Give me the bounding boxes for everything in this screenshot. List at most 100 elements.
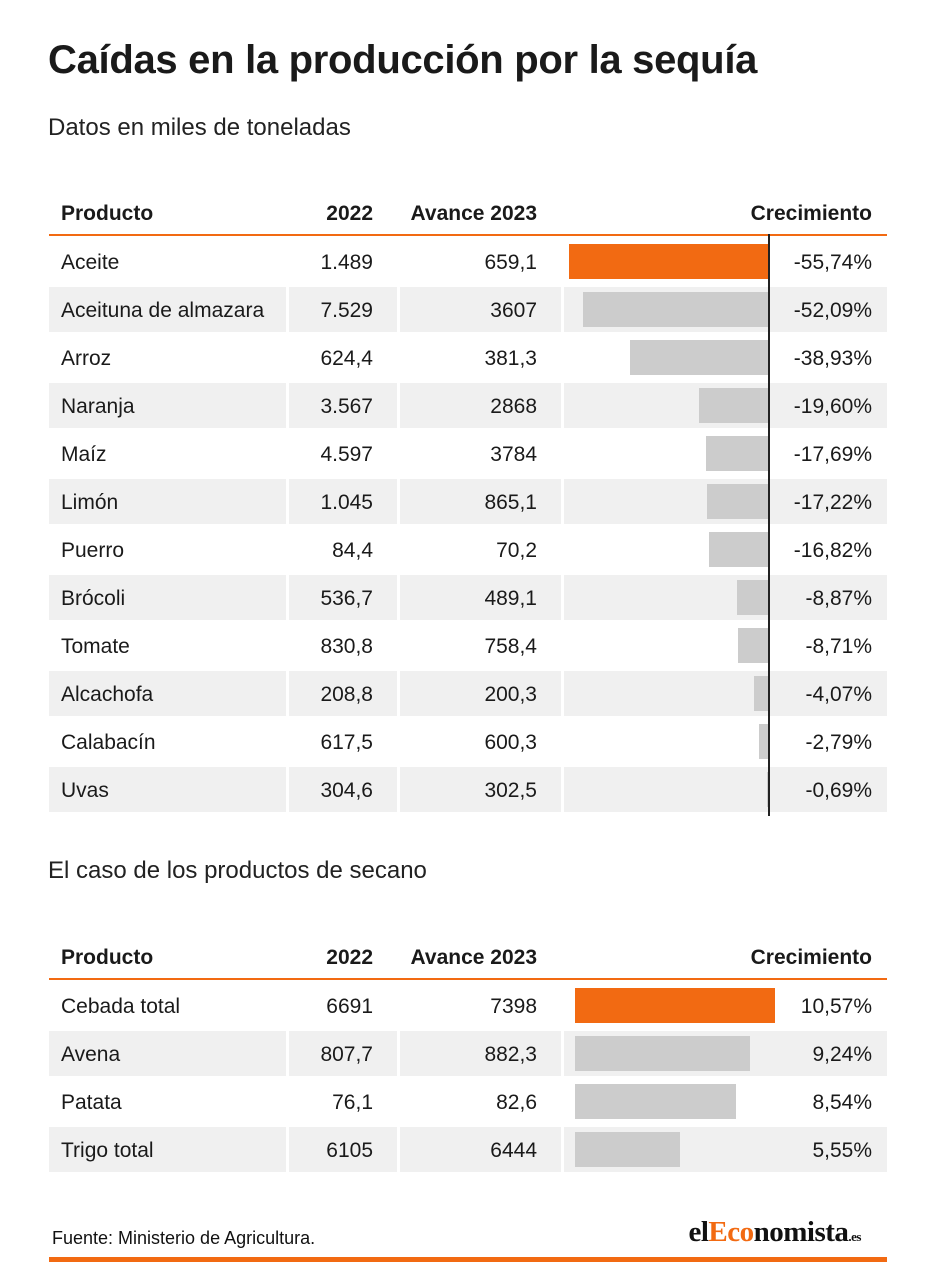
value-2023-cell: 489,1 <box>400 575 561 620</box>
value-2023-cell: 200,3 <box>400 671 561 716</box>
product-text: Alcachofa <box>61 683 154 706</box>
value-2022-text: 624,4 <box>320 347 373 370</box>
value-2023-text: 758,4 <box>484 635 537 658</box>
value-2023-cell: 659,1 <box>400 239 561 284</box>
growth-cell: 10,57% <box>564 983 887 1028</box>
product-text: Arroz <box>61 347 112 370</box>
growth-cell: -52,09% <box>564 287 887 332</box>
header-growth: Crecimiento <box>750 946 872 969</box>
value-2023-cell: 3784 <box>400 431 561 476</box>
growth-cell: -38,93% <box>564 335 887 380</box>
value-2023-text: 70,2 <box>496 539 537 562</box>
value-2023-text: 882,3 <box>484 1043 537 1066</box>
growth-bar <box>575 1084 737 1119</box>
table-row: Tomate 830,8 758,4 -8,71% <box>49 623 887 668</box>
growth-text: -8,87% <box>805 587 872 610</box>
table-row: Arroz 624,4 381,3 -38,93% <box>49 335 887 380</box>
growth-cell: -8,87% <box>564 575 887 620</box>
growth-cell: 9,24% <box>564 1031 887 1076</box>
growth-bar <box>569 244 769 279</box>
growth-text: -52,09% <box>793 299 872 322</box>
product-cell: Maíz <box>49 431 286 476</box>
value-2022-cell: 1.045 <box>289 479 397 524</box>
growth-cell: -55,74% <box>564 239 887 284</box>
table-row: Limón 1.045 865,1 -17,22% <box>49 479 887 524</box>
product-cell: Trigo total <box>49 1127 286 1172</box>
growth-text: 8,54% <box>812 1091 872 1114</box>
value-2023-text: 302,5 <box>484 779 537 802</box>
value-2022-cell: 807,7 <box>289 1031 397 1076</box>
growth-cell: -8,71% <box>564 623 887 668</box>
value-2022-text: 536,7 <box>320 587 373 610</box>
value-2022-cell: 1.489 <box>289 239 397 284</box>
product-cell: Tomate <box>49 623 286 668</box>
growth-text: -16,82% <box>793 539 872 562</box>
growth-cell: -17,69% <box>564 431 887 476</box>
drought-losses-table: Producto 2022 Avance 2023 Crecimiento Ac… <box>49 190 887 816</box>
growth-cell: -17,22% <box>564 479 887 524</box>
header-2022: 2022 <box>326 202 373 225</box>
value-2022-cell: 617,5 <box>289 719 397 764</box>
value-2023-text: 865,1 <box>484 491 537 514</box>
table-header: Producto 2022 Avance 2023 Crecimiento <box>49 934 887 980</box>
growth-text: -17,69% <box>793 443 872 466</box>
value-2023-text: 7398 <box>490 995 537 1018</box>
value-2023-text: 3784 <box>490 443 537 466</box>
value-2022-text: 6105 <box>326 1139 373 1162</box>
value-2022-cell: 830,8 <box>289 623 397 668</box>
product-text: Calabacín <box>61 731 156 754</box>
value-2023-cell: 3607 <box>400 287 561 332</box>
product-text: Maíz <box>61 443 107 466</box>
product-text: Aceite <box>61 251 120 274</box>
growth-cell: 8,54% <box>564 1079 887 1124</box>
value-2022-text: 208,8 <box>320 683 373 706</box>
growth-bar <box>754 676 769 711</box>
value-2022-cell: 304,6 <box>289 767 397 812</box>
header-growth: Crecimiento <box>750 202 872 225</box>
table-body: Cebada total 6691 7398 10,57% Avena 807,7 882,… <box>49 983 887 1172</box>
dryland-products-table: Producto 2022 Avance 2023 Crecimiento Ce… <box>49 934 887 1172</box>
product-cell: Alcachofa <box>49 671 286 716</box>
table-row: Aceituna de almazara 7.529 3607 -52,09% <box>49 287 887 332</box>
product-cell: Calabacín <box>49 719 286 764</box>
product-cell: Aceituna de almazara <box>49 287 286 332</box>
value-2022-cell: 76,1 <box>289 1079 397 1124</box>
growth-bar <box>575 1036 750 1071</box>
growth-cell: -4,07% <box>564 671 887 716</box>
growth-cell: 5,55% <box>564 1127 887 1172</box>
growth-text: -0,69% <box>805 779 872 802</box>
growth-cell: -2,79% <box>564 719 887 764</box>
growth-text: 5,55% <box>812 1139 872 1162</box>
value-2023-cell: 7398 <box>400 983 561 1028</box>
product-text: Puerro <box>61 539 125 562</box>
value-2022-text: 3.567 <box>320 395 373 418</box>
product-text: Patata <box>61 1091 122 1114</box>
value-2023-cell: 70,2 <box>400 527 561 572</box>
growth-bar <box>759 724 769 759</box>
value-2023-text: 659,1 <box>484 251 537 274</box>
growth-bar <box>629 340 769 375</box>
product-text: Trigo total <box>61 1139 154 1162</box>
product-text: Naranja <box>61 395 135 418</box>
value-2022-cell: 624,4 <box>289 335 397 380</box>
growth-bar <box>575 988 775 1023</box>
product-text: Uvas <box>61 779 109 802</box>
value-2023-text: 2868 <box>490 395 537 418</box>
value-2023-cell: 758,4 <box>400 623 561 668</box>
growth-bar <box>705 436 769 471</box>
value-2023-cell: 2868 <box>400 383 561 428</box>
product-text: Cebada total <box>61 995 181 1018</box>
value-2022-text: 6691 <box>326 995 373 1018</box>
value-2023-cell: 600,3 <box>400 719 561 764</box>
product-cell: Patata <box>49 1079 286 1124</box>
value-2022-cell: 208,8 <box>289 671 397 716</box>
header-2022: 2022 <box>326 946 373 969</box>
growth-text: -4,07% <box>805 683 872 706</box>
header-product: Producto <box>61 202 154 225</box>
header-2023: Avance 2023 <box>410 202 537 225</box>
table-row: Aceite 1.489 659,1 -55,74% <box>49 239 887 284</box>
growth-bar <box>737 628 769 663</box>
product-cell: Puerro <box>49 527 286 572</box>
table-row: Trigo total 6105 6444 5,55% <box>49 1127 887 1172</box>
value-2022-text: 807,7 <box>320 1043 373 1066</box>
